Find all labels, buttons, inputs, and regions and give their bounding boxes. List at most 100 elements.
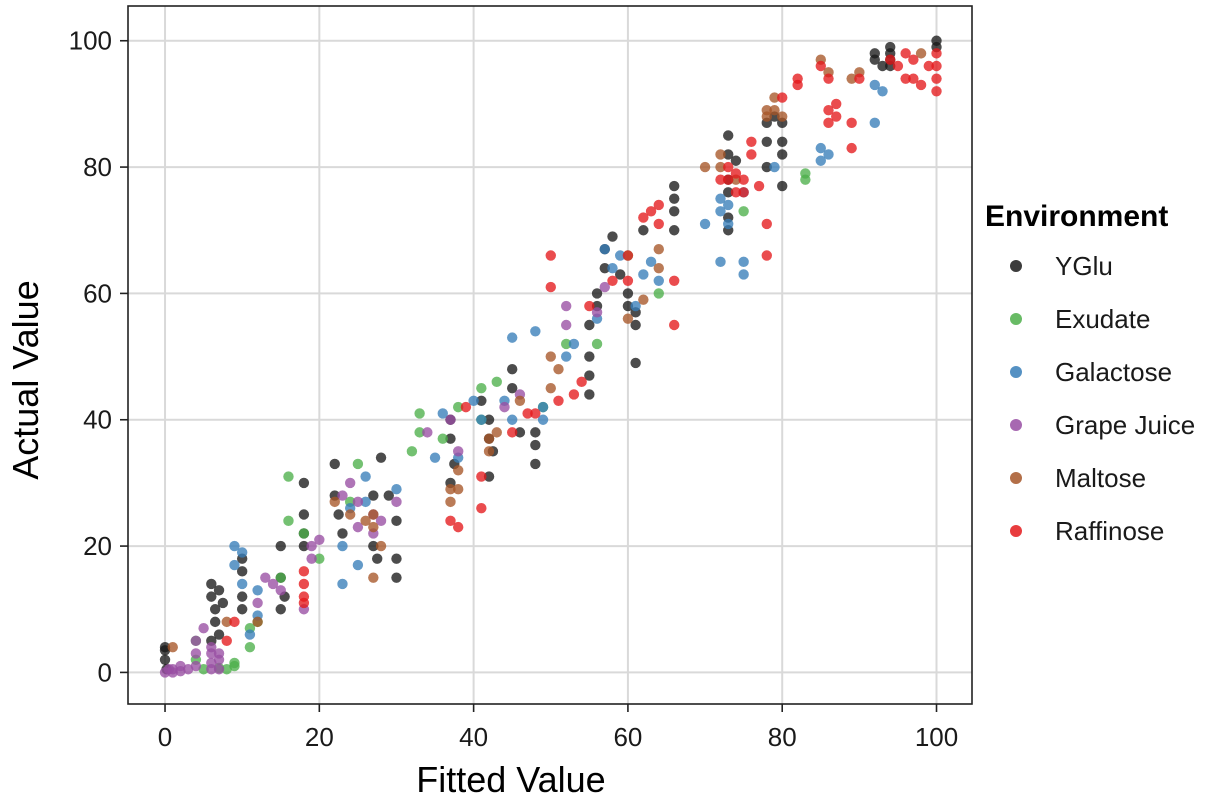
data-point [283, 515, 294, 527]
data-point [298, 540, 310, 552]
data-point [823, 149, 834, 160]
x-tick-label: 0 [158, 722, 172, 752]
data-point [761, 161, 772, 173]
data-point [561, 338, 572, 350]
data-point [545, 382, 556, 394]
data-point [368, 572, 379, 583]
data-point [391, 484, 402, 495]
data-point [159, 654, 171, 665]
x-tick-label: 40 [459, 722, 488, 752]
data-point [506, 364, 518, 375]
x-tick-label: 100 [915, 722, 958, 752]
data-point [213, 648, 225, 659]
data-point [777, 180, 788, 192]
data-point [545, 281, 556, 293]
data-point [206, 591, 217, 602]
data-point [584, 351, 595, 362]
data-point [368, 509, 379, 520]
data-point [568, 338, 580, 350]
data-point [476, 414, 487, 425]
data-point [645, 206, 657, 217]
data-point [885, 54, 896, 65]
data-point [545, 351, 556, 362]
data-point [738, 256, 749, 268]
data-point [761, 136, 772, 148]
axis-ticks: 0 20 40 60 80 100 0 20 40 60 80 100 [69, 26, 959, 752]
data-point [715, 161, 726, 173]
data-point [607, 262, 618, 274]
data-point [630, 319, 641, 331]
data-point [167, 641, 178, 653]
x-axis-title: Fitted Value [416, 759, 605, 800]
data-point [375, 452, 387, 463]
data-point [900, 48, 911, 59]
data-point [506, 427, 518, 438]
data-point [506, 414, 518, 425]
data-point [229, 616, 240, 628]
data-point [553, 395, 564, 406]
data-point [506, 382, 518, 394]
data-point [653, 288, 664, 299]
data-point [846, 117, 857, 129]
data-point [198, 622, 209, 634]
data-point [653, 275, 664, 286]
data-point [599, 281, 610, 293]
data-point [777, 136, 788, 148]
data-point [815, 155, 826, 166]
y-axis-title: Actual Value [5, 280, 46, 479]
data-point [738, 187, 749, 198]
data-point [275, 604, 286, 615]
data-point [344, 509, 356, 520]
data-point [344, 477, 356, 489]
data-point [429, 452, 441, 463]
data-point [561, 319, 572, 331]
data-point [669, 206, 680, 217]
data-point [561, 351, 572, 362]
data-point [476, 395, 487, 406]
data-point [669, 319, 680, 331]
data-point [622, 300, 634, 312]
data-point [252, 597, 263, 609]
data-point [252, 616, 263, 628]
data-point [452, 521, 464, 533]
data-point [306, 553, 317, 564]
data-point [368, 490, 379, 501]
data-point [769, 161, 780, 173]
data-point [615, 269, 626, 280]
data-point [815, 60, 826, 72]
data-point [823, 105, 834, 116]
data-point [723, 174, 734, 185]
data-point [468, 395, 479, 406]
data-point [723, 161, 734, 173]
data-point [730, 168, 742, 179]
data-point [514, 427, 526, 438]
data-point [360, 471, 371, 482]
data-point [923, 60, 934, 72]
legend-label: Galactose [1055, 357, 1172, 387]
data-point [622, 288, 634, 299]
legend-label: Exudate [1055, 304, 1150, 334]
data-point [723, 199, 734, 211]
legend-key [1010, 419, 1022, 431]
legend-key [1010, 260, 1022, 272]
data-point [213, 664, 225, 675]
y-tick-label: 80 [83, 152, 112, 182]
data-point [854, 73, 865, 84]
legend-key [1010, 366, 1022, 378]
data-point [831, 98, 842, 110]
data-point [360, 515, 371, 527]
data-point [217, 597, 229, 609]
data-point [530, 427, 541, 438]
y-tick-label: 0 [98, 657, 112, 687]
data-point [638, 225, 649, 236]
data-point [869, 54, 880, 65]
data-point [236, 604, 248, 615]
data-point [209, 604, 221, 615]
data-point [869, 117, 880, 129]
data-point [337, 490, 348, 501]
data-point [522, 408, 533, 419]
data-point [298, 509, 310, 520]
data-point [483, 433, 495, 444]
data-point [777, 111, 788, 122]
data-point [244, 629, 256, 640]
